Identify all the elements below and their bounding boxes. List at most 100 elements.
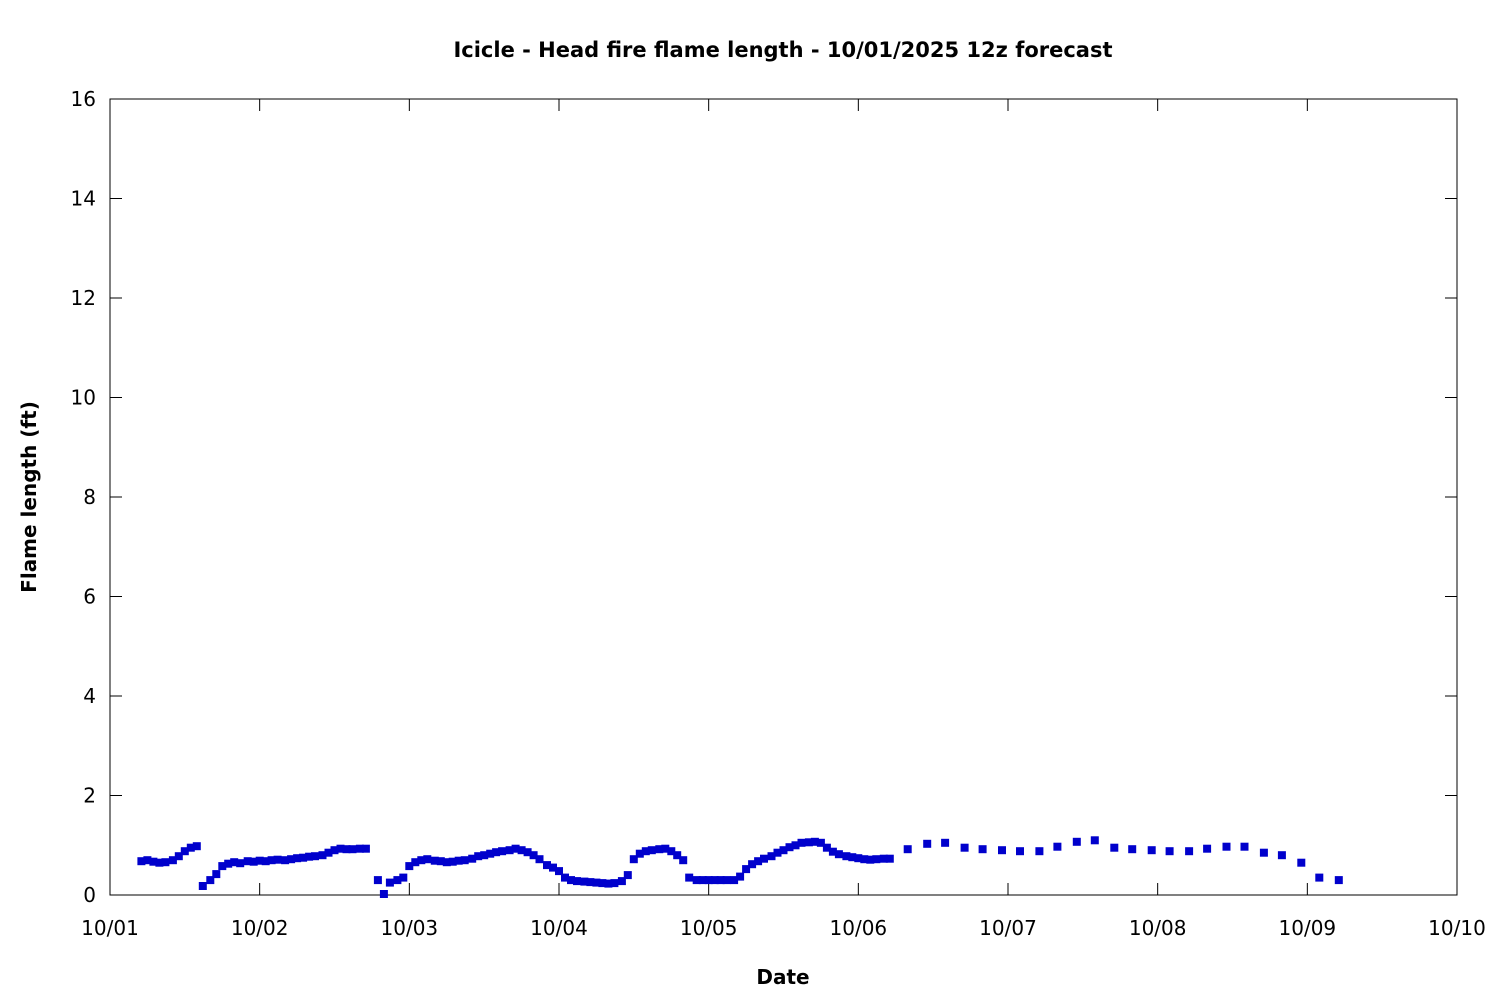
data-point	[791, 841, 800, 850]
data-point	[492, 848, 501, 857]
data-point	[598, 879, 607, 888]
data-point	[405, 862, 414, 871]
data-point	[722, 876, 731, 885]
data-point	[1259, 848, 1268, 857]
data-point	[854, 854, 863, 863]
data-point	[1315, 873, 1324, 882]
data-point	[760, 854, 768, 863]
data-point	[511, 844, 520, 853]
data-point	[267, 856, 276, 865]
data-point	[336, 844, 345, 853]
data-point	[848, 853, 857, 862]
data-point	[212, 870, 221, 879]
data-point	[261, 857, 270, 866]
x-tick-label: 10/04	[530, 916, 588, 940]
data-point	[393, 876, 402, 885]
data-point	[698, 876, 707, 885]
data-point	[580, 877, 589, 886]
data-point	[311, 852, 319, 861]
data-point	[230, 858, 239, 867]
data-point	[685, 873, 694, 882]
x-tick-label: 10/03	[381, 916, 439, 940]
data-point	[885, 854, 894, 863]
data-point	[143, 856, 152, 865]
data-point	[1128, 845, 1137, 854]
data-point	[255, 856, 264, 865]
data-point	[1240, 842, 1249, 851]
data-point	[1035, 847, 1044, 856]
y-tick-label: 0	[83, 883, 96, 907]
data-point	[299, 853, 308, 862]
x-tick-label: 10/02	[231, 916, 289, 940]
data-point	[960, 843, 969, 852]
data-point	[704, 876, 713, 885]
x-axis: 10/01 10/02 10/03 10/04 10/05 10/06 10/07 10/08…	[81, 99, 1486, 940]
data-point	[604, 879, 613, 888]
data-point	[1016, 847, 1024, 856]
data-point	[797, 838, 806, 847]
data-point	[423, 855, 432, 864]
y-tick-label: 8	[83, 485, 96, 509]
x-tick-label: 10/06	[830, 916, 888, 940]
data-point	[385, 878, 394, 887]
data-point	[486, 849, 495, 858]
data-point	[754, 857, 763, 866]
data-point	[330, 846, 339, 855]
data-point	[348, 845, 357, 854]
y-tick-label: 14	[71, 187, 96, 211]
data-point	[804, 838, 813, 847]
data-point	[206, 876, 215, 885]
data-point	[480, 851, 489, 860]
y-tick-label: 10	[71, 386, 96, 410]
data-point	[941, 838, 950, 847]
data-point	[629, 855, 638, 864]
data-point	[592, 878, 601, 887]
data-point	[710, 876, 719, 885]
x-tick-label: 10/09	[1279, 916, 1337, 940]
data-point	[161, 858, 170, 867]
data-point	[767, 852, 776, 861]
x-tick-label: 10/10	[1428, 916, 1486, 940]
data-point	[168, 856, 177, 865]
x-axis-label: Date	[756, 965, 809, 989]
data-point	[773, 848, 782, 857]
data-point	[1203, 844, 1212, 853]
data-point	[1185, 847, 1194, 856]
data-point	[543, 861, 551, 870]
data-point	[555, 867, 563, 876]
data-point	[1277, 851, 1286, 860]
data-point	[673, 851, 682, 860]
data-point	[273, 855, 282, 864]
data-point	[505, 846, 514, 855]
data-point	[1222, 842, 1231, 851]
data-point	[736, 872, 745, 881]
data-point	[561, 873, 569, 882]
data-point	[661, 844, 670, 853]
data-point	[342, 845, 351, 854]
data-point	[442, 858, 451, 867]
data-point	[667, 847, 676, 856]
data-point	[586, 878, 595, 887]
data-point	[498, 847, 507, 856]
data-point	[610, 879, 619, 888]
y-axis: 0 2 4 6 8 10 12 14 16	[71, 87, 1457, 907]
data-point	[430, 856, 439, 865]
data-point	[379, 890, 388, 898]
data-point	[436, 857, 445, 866]
data-point	[224, 859, 233, 868]
data-point	[978, 845, 987, 854]
data-point	[305, 852, 314, 861]
data-point	[998, 846, 1006, 855]
data-point	[903, 845, 912, 854]
data-point	[842, 852, 851, 861]
data-point	[748, 860, 757, 869]
data-point	[417, 856, 426, 865]
data-point	[730, 876, 739, 885]
data-point	[1110, 843, 1119, 852]
x-tick-label: 10/05	[680, 916, 738, 940]
x-tick-label: 10/08	[1129, 916, 1187, 940]
data-point	[785, 843, 794, 852]
data-point	[692, 876, 701, 885]
data-point	[448, 857, 457, 866]
data-point	[828, 847, 837, 856]
